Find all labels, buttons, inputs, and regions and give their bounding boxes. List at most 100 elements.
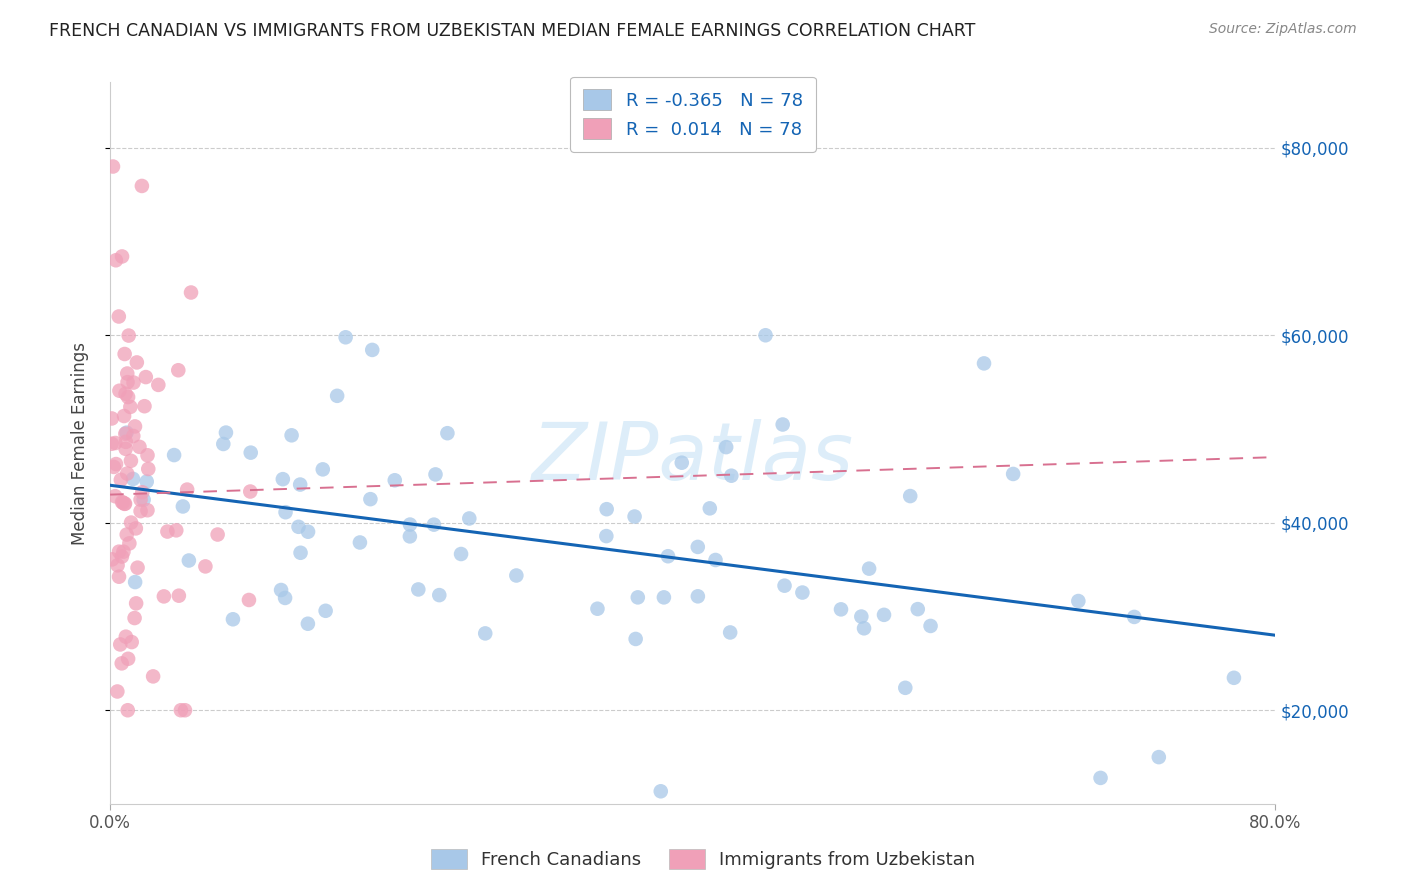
Point [122, 429, 145, 443]
Y-axis label: Median Female Earnings: Median Female Earnings [72, 342, 89, 545]
Point [652, 591, 675, 605]
Point [212, 437, 235, 451]
Point [136, 448, 159, 462]
Point [129, 504, 152, 518]
Point [384, 473, 406, 487]
Point [111, 549, 134, 564]
Point [873, 607, 896, 622]
Point [115, 527, 138, 541]
Point [830, 602, 852, 616]
Point [177, 553, 200, 567]
Point [153, 590, 176, 604]
Point [1090, 771, 1112, 785]
Point [288, 477, 311, 491]
Point [101, 552, 124, 566]
Point [176, 483, 198, 497]
Point [111, 496, 134, 510]
Point [894, 681, 917, 695]
Point [142, 669, 165, 683]
Point [858, 561, 880, 575]
Point [134, 399, 156, 413]
Point [117, 652, 139, 666]
Point [100, 411, 122, 425]
Point [657, 549, 679, 564]
Text: FRENCH CANADIAN VS IMMIGRANTS FROM UZBEKISTAN MEDIAN FEMALE EARNINGS CORRELATION: FRENCH CANADIAN VS IMMIGRANTS FROM UZBEK… [49, 22, 976, 40]
Point [686, 540, 709, 554]
Point [135, 475, 157, 489]
Point [136, 503, 159, 517]
Point [1067, 594, 1090, 608]
Point [180, 285, 202, 300]
Point [122, 376, 145, 390]
Point [450, 547, 472, 561]
Point [107, 558, 129, 573]
Point [361, 343, 384, 357]
Point [127, 560, 149, 574]
Point [167, 589, 190, 603]
Point [270, 582, 292, 597]
Point [124, 611, 146, 625]
Point [920, 619, 942, 633]
Point [1147, 750, 1170, 764]
Point [156, 524, 179, 539]
Point [287, 520, 309, 534]
Point [104, 489, 127, 503]
Point [129, 492, 152, 507]
Point [586, 601, 609, 615]
Point [772, 417, 794, 432]
Point [172, 500, 194, 514]
Point [290, 546, 312, 560]
Point [714, 440, 737, 454]
Point [117, 703, 139, 717]
Point [163, 448, 186, 462]
Point [108, 570, 131, 584]
Point [111, 250, 134, 264]
Point [115, 434, 138, 449]
Point [112, 409, 135, 423]
Point [114, 497, 136, 511]
Point [115, 425, 138, 440]
Point [114, 347, 136, 361]
Point [423, 517, 446, 532]
Point [425, 467, 447, 482]
Point [315, 604, 337, 618]
Point [111, 495, 134, 509]
Point [125, 596, 148, 610]
Point [427, 588, 450, 602]
Point [792, 585, 814, 599]
Point [104, 436, 127, 450]
Point [105, 457, 128, 471]
Point [103, 459, 125, 474]
Point [136, 462, 159, 476]
Point [194, 559, 217, 574]
Point [125, 355, 148, 369]
Point [115, 630, 138, 644]
Point [686, 590, 709, 604]
Point [595, 529, 617, 543]
Point [671, 456, 693, 470]
Point [174, 703, 197, 717]
Point [114, 442, 136, 456]
Point [271, 472, 294, 486]
Point [222, 612, 245, 626]
Point [898, 489, 921, 503]
Point [111, 657, 134, 671]
Point [704, 553, 727, 567]
Point [436, 426, 458, 441]
Point [215, 425, 238, 440]
Point [170, 703, 193, 717]
Point [280, 428, 302, 442]
Point [274, 591, 297, 605]
Point [108, 384, 131, 398]
Point [624, 632, 647, 646]
Point [135, 370, 157, 384]
Point [117, 375, 139, 389]
Point [623, 509, 645, 524]
Point [297, 524, 319, 539]
Point [207, 527, 229, 541]
Point [238, 593, 260, 607]
Point [104, 253, 127, 268]
Point [718, 625, 741, 640]
Point [699, 501, 721, 516]
Point [720, 468, 742, 483]
